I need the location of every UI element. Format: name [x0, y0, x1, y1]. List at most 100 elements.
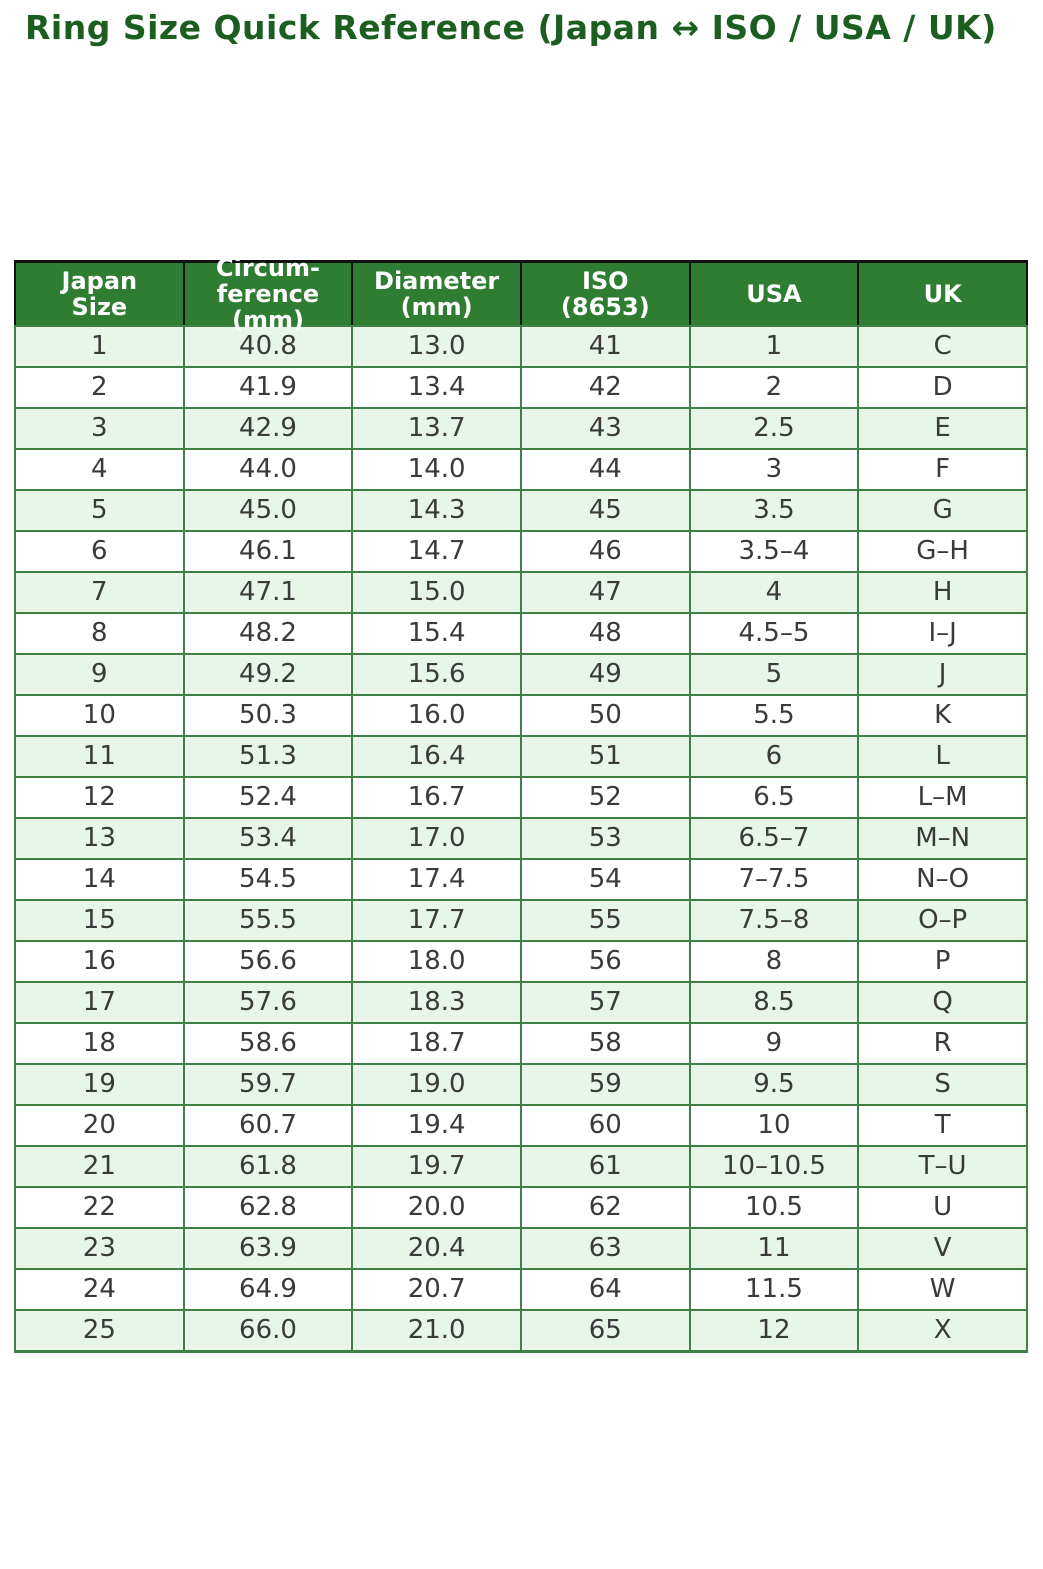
cell-usa: 4.5–5	[688, 612, 860, 655]
cell-diameter-mm: 18.7	[351, 1022, 522, 1065]
cell-circumference-mm: 50.3	[182, 694, 354, 737]
cell-usa: 8.5	[688, 981, 860, 1024]
cell-iso-8653: 55	[519, 899, 691, 942]
column-header-label: USA	[746, 280, 802, 308]
table-row: 13 53.4 17.0 53 6.5–7 M–N	[14, 817, 1028, 860]
cell-iso-8653: 61	[519, 1145, 691, 1188]
cell-circumference-mm: 49.2	[182, 653, 354, 696]
cell-japan-size: 16	[14, 940, 185, 983]
cell-usa: 7–7.5	[688, 858, 860, 901]
cell-usa: 2.5	[688, 407, 860, 450]
cell-circumference-mm: 60.7	[182, 1104, 354, 1147]
cell-japan-size: 19	[14, 1063, 185, 1106]
cell-iso-8653: 60	[519, 1104, 691, 1147]
table-row: 22 62.8 20.0 62 10.5 U	[14, 1186, 1028, 1229]
cell-japan-size: 11	[14, 735, 185, 778]
cell-circumference-mm: 51.3	[182, 735, 354, 778]
cell-usa: 10–10.5	[688, 1145, 860, 1188]
cell-japan-size: 15	[14, 899, 185, 942]
header-row: Japan Size Circum- ference (mm) Diameter (…	[14, 255, 1028, 333]
cell-uk: D	[857, 366, 1028, 409]
table-row: 1 40.8 13.0 41 1 C	[14, 325, 1028, 368]
cell-diameter-mm: 14.7	[351, 530, 522, 573]
cell-usa: 9.5	[688, 1063, 860, 1106]
cell-japan-size: 1	[14, 325, 185, 368]
cell-uk: P	[857, 940, 1028, 983]
cell-usa: 10	[688, 1104, 860, 1147]
cell-usa: 9	[688, 1022, 860, 1065]
column-header-japan-size: Japan Size	[14, 260, 185, 327]
column-header-label: Diameter (mm)	[374, 267, 500, 321]
cell-japan-size: 7	[14, 571, 185, 614]
cell-circumference-mm: 56.6	[182, 940, 354, 983]
cell-iso-8653: 57	[519, 981, 691, 1024]
page-title: Ring Size Quick Reference (Japan ↔ ISO /…	[25, 8, 997, 47]
cell-circumference-mm: 59.7	[182, 1063, 354, 1106]
cell-iso-8653: 41	[519, 325, 691, 368]
cell-japan-size: 20	[14, 1104, 185, 1147]
cell-usa: 3.5–4	[688, 530, 860, 573]
cell-uk: N–O	[857, 858, 1028, 901]
cell-diameter-mm: 21.0	[351, 1309, 522, 1353]
column-header-diameter-mm: Diameter (mm)	[351, 260, 522, 327]
cell-circumference-mm: 46.1	[182, 530, 354, 573]
cell-circumference-mm: 63.9	[182, 1227, 354, 1270]
cell-diameter-mm: 19.0	[351, 1063, 522, 1106]
cell-japan-size: 24	[14, 1268, 185, 1311]
cell-iso-8653: 53	[519, 817, 691, 860]
cell-diameter-mm: 17.4	[351, 858, 522, 901]
cell-usa: 2	[688, 366, 860, 409]
table-row: 25 66.0 21.0 65 12 X	[14, 1309, 1028, 1353]
cell-iso-8653: 45	[519, 489, 691, 532]
cell-diameter-mm: 13.4	[351, 366, 522, 409]
cell-usa: 12	[688, 1309, 860, 1353]
cell-usa: 11.5	[688, 1268, 860, 1311]
cell-diameter-mm: 17.7	[351, 899, 522, 942]
cell-uk: R	[857, 1022, 1028, 1065]
cell-usa: 11	[688, 1227, 860, 1270]
cell-iso-8653: 42	[519, 366, 691, 409]
cell-circumference-mm: 58.6	[182, 1022, 354, 1065]
cell-usa: 1	[688, 325, 860, 368]
cell-usa: 3	[688, 448, 860, 491]
cell-iso-8653: 46	[519, 530, 691, 573]
cell-diameter-mm: 20.0	[351, 1186, 522, 1229]
table-row: 11 51.3 16.4 51 6 L	[14, 735, 1028, 778]
table-row: 7 47.1 15.0 47 4 H	[14, 571, 1028, 614]
cell-diameter-mm: 15.0	[351, 571, 522, 614]
cell-diameter-mm: 16.4	[351, 735, 522, 778]
cell-diameter-mm: 14.0	[351, 448, 522, 491]
cell-uk: C	[857, 325, 1028, 368]
table-row: 15 55.5 17.7 55 7.5–8 O–P	[14, 899, 1028, 942]
cell-circumference-mm: 42.9	[182, 407, 354, 450]
cell-usa: 7.5–8	[688, 899, 860, 942]
cell-diameter-mm: 13.7	[351, 407, 522, 450]
cell-japan-size: 9	[14, 653, 185, 696]
cell-uk: V	[857, 1227, 1028, 1270]
cell-iso-8653: 62	[519, 1186, 691, 1229]
cell-iso-8653: 50	[519, 694, 691, 737]
cell-circumference-mm: 44.0	[182, 448, 354, 491]
cell-uk: I–J	[857, 612, 1028, 655]
cell-uk: S	[857, 1063, 1028, 1106]
cell-usa: 8	[688, 940, 860, 983]
table-row: 16 56.6 18.0 56 8 P	[14, 940, 1028, 983]
cell-uk: F	[857, 448, 1028, 491]
cell-uk: L	[857, 735, 1028, 778]
table-header: Japan Size Circum- ference (mm) Diameter (…	[14, 255, 1028, 333]
cell-diameter-mm: 19.4	[351, 1104, 522, 1147]
cell-japan-size: 12	[14, 776, 185, 819]
table-row: 8 48.2 15.4 48 4.5–5 I–J	[14, 612, 1028, 655]
cell-iso-8653: 52	[519, 776, 691, 819]
cell-diameter-mm: 15.4	[351, 612, 522, 655]
cell-japan-size: 4	[14, 448, 185, 491]
cell-diameter-mm: 18.3	[351, 981, 522, 1024]
cell-uk: M–N	[857, 817, 1028, 860]
column-header-label: UK	[923, 280, 962, 308]
cell-iso-8653: 64	[519, 1268, 691, 1311]
cell-uk: E	[857, 407, 1028, 450]
cell-iso-8653: 58	[519, 1022, 691, 1065]
cell-japan-size: 23	[14, 1227, 185, 1270]
cell-uk: H	[857, 571, 1028, 614]
cell-iso-8653: 43	[519, 407, 691, 450]
